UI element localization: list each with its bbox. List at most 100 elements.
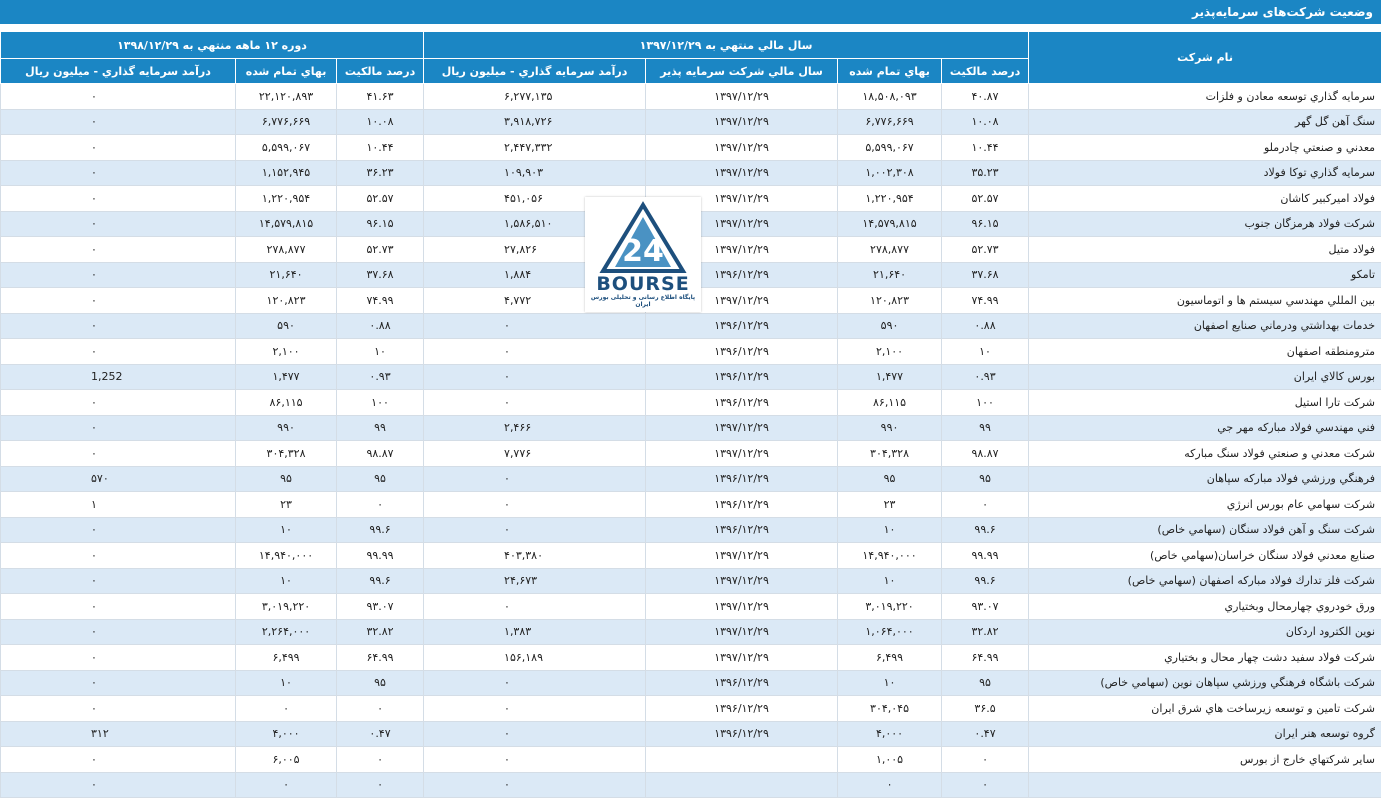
company-name-cell: سرمايه گذاري توسعه معادن و فلزات (1029, 84, 1381, 110)
income-1398-cell: ۰ (1, 696, 236, 722)
header-group-1398: دوره ۱۲ ماهه منتهي به ۱۳۹۸/۱۲/۲۹ (1, 32, 424, 59)
income-1398-cell: ۰ (1, 262, 236, 288)
cost-1398-cell: ۱۴,۹۴۰,۰۰۰ (236, 543, 337, 569)
company-name-cell: گروه توسعه هنر ايران (1029, 721, 1381, 747)
cost-1397-cell: ۳۰۴,۳۲۸ (838, 441, 942, 467)
income-1398-cell: ۰ (1, 160, 236, 186)
cost-1397-cell: ۱,۰۰۵ (838, 747, 942, 773)
table-row: صنايع معدني فولاد سنگان خراسان(سهامي خاص… (1, 543, 1381, 569)
company-name-cell: مترومنطقه اصفهان (1029, 339, 1381, 365)
cost-1397-cell: ۱,۰۶۴,۰۰۰ (838, 619, 942, 645)
income-1398-cell: ۰ (1, 390, 236, 416)
ownership-1397-cell: ۳۵.۲۳ (942, 160, 1029, 186)
ownership-1397-cell: ۴۰.۸۷ (942, 84, 1029, 110)
table-row: شركت باشگاه فرهنگي ورزشي سپاهان نوين (سه… (1, 670, 1381, 696)
income-1397-cell: ۲۴,۶۷۳ (424, 568, 646, 594)
ownership-1398-cell: ۱۰۰ (337, 390, 424, 416)
income-1398-cell: ۰ (1, 211, 236, 237)
header-ownership-1398: درصد مالكيت (337, 59, 424, 84)
cost-1397-cell: ۲۱,۶۴۰ (838, 262, 942, 288)
ownership-1397-cell: ۳۷.۶۸ (942, 262, 1029, 288)
ownership-1398-cell: ۰.۹۳ (337, 364, 424, 390)
ownership-1398-cell: ۹۵ (337, 466, 424, 492)
cost-1397-cell: ۸۶,۱۱۵ (838, 390, 942, 416)
ownership-1397-cell: ۹۹ (942, 415, 1029, 441)
income-1397-cell: ۰ (424, 313, 646, 339)
income-1397-cell: ۰ (424, 466, 646, 492)
fiscal-year-cell: ۱۳۹۷/۱۲/۲۹ (646, 645, 838, 671)
company-name-cell: معدني و صنعتي چادرملو (1029, 135, 1381, 161)
fiscal-year-cell: ۱۳۹۶/۱۲/۲۹ (646, 517, 838, 543)
income-1398-cell: ۰ (1, 645, 236, 671)
income-1397-cell: ۱۵۶,۱۸۹ (424, 645, 646, 671)
company-name-cell: تامكو (1029, 262, 1381, 288)
cost-1397-cell: ۹۹۰ (838, 415, 942, 441)
logo-number: 24 (622, 234, 664, 269)
cost-1398-cell: ۱,۲۲۰,۹۵۴ (236, 186, 337, 212)
company-name-cell: بورس كالاي ايران (1029, 364, 1381, 390)
cost-1398-cell: ۲۱,۶۴۰ (236, 262, 337, 288)
company-name-cell: خدمات بهداشتي ودرماني صنايع اصفهان (1029, 313, 1381, 339)
fiscal-year-cell: ۱۳۹۷/۱۲/۲۹ (646, 135, 838, 161)
logo-mark-icon: 24 (585, 197, 701, 277)
ownership-1398-cell: ۰ (337, 747, 424, 773)
ownership-1397-cell: ۰ (942, 747, 1029, 773)
cost-1397-cell: ۲۳ (838, 492, 942, 518)
ownership-1398-cell: ۹۹.۹۹ (337, 543, 424, 569)
income-1397-cell: ۱۰۹,۹۰۳ (424, 160, 646, 186)
income-1397-cell: ۰ (424, 339, 646, 365)
company-name-cell: نوين الكترود اردكان (1029, 619, 1381, 645)
cost-1398-cell: ۲,۲۶۴,۰۰۰ (236, 619, 337, 645)
cost-1398-cell: ۱۰ (236, 568, 337, 594)
income-1397-cell: ۰ (424, 390, 646, 416)
company-name-cell: فولاد متيل (1029, 237, 1381, 263)
income-1398-cell: ۰ (1, 619, 236, 645)
company-name-cell: ساير شركتهاي خارج از بورس (1029, 747, 1381, 773)
ownership-1397-cell: ۵۲.۵۷ (942, 186, 1029, 212)
ownership-1398-cell: ۶۴.۹۹ (337, 645, 424, 671)
company-name-cell: شركت باشگاه فرهنگي ورزشي سپاهان نوين (سه… (1029, 670, 1381, 696)
cost-1398-cell: ۶,۴۹۹ (236, 645, 337, 671)
company-name-cell: سرمايه گذاري توكا فولاد (1029, 160, 1381, 186)
cost-1398-cell: ۸۶,۱۱۵ (236, 390, 337, 416)
income-1398-cell: ۰ (1, 568, 236, 594)
fiscal-year-cell: ۱۳۹۶/۱۲/۲۹ (646, 390, 838, 416)
cost-1397-cell: ۱,۰۰۲,۳۰۸ (838, 160, 942, 186)
cost-1397-cell: ۳,۰۱۹,۲۲۰ (838, 594, 942, 620)
header-ownership-1397: درصد مالكيت (942, 59, 1029, 84)
income-1398-cell: ۰ (1, 339, 236, 365)
ownership-1398-cell: ۴۱.۶۳ (337, 84, 424, 110)
company-name-cell: شركت فلز تدارك فولاد مباركه اصفهان (سهام… (1029, 568, 1381, 594)
cost-1397-cell: ۱۰ (838, 517, 942, 543)
company-name-cell: صنايع معدني فولاد سنگان خراسان(سهامي خاص… (1029, 543, 1381, 569)
income-1397-cell: ۰ (424, 517, 646, 543)
ownership-1397-cell: ۱۰۰ (942, 390, 1029, 416)
ownership-1397-cell: ۹۳.۰۷ (942, 594, 1029, 620)
fiscal-year-cell: ۱۳۹۷/۱۲/۲۹ (646, 160, 838, 186)
cost-1398-cell: ۱۴,۵۷۹,۸۱۵ (236, 211, 337, 237)
header-income-1398: درآمد سرمايه گذاري - ميليون ريال (1, 59, 236, 84)
cost-1397-cell: ۳۰۴,۰۴۵ (838, 696, 942, 722)
ownership-1398-cell: ۹۹ (337, 415, 424, 441)
income-1397-cell: ۰ (424, 696, 646, 722)
company-name-cell: شركت سهامي عام بورس انرژي (1029, 492, 1381, 518)
ownership-1398-cell: ۱۰.۴۴ (337, 135, 424, 161)
table-row: شركت فلز تدارك فولاد مباركه اصفهان (سهام… (1, 568, 1381, 594)
ownership-1398-cell: ۳۷.۶۸ (337, 262, 424, 288)
fiscal-year-cell: ۱۳۹۶/۱۲/۲۹ (646, 721, 838, 747)
income-1398-cell: ۰ (1, 84, 236, 110)
fiscal-year-cell: ۱۳۹۷/۱۲/۲۹ (646, 441, 838, 467)
cost-1397-cell: ۲۷۸,۸۷۷ (838, 237, 942, 263)
header-group-1397: سال مالي منتهي به ۱۳۹۷/۱۲/۲۹ (424, 32, 1029, 59)
income-1398-cell: ۰ (1, 517, 236, 543)
fiscal-year-cell: ۱۳۹۷/۱۲/۲۹ (646, 84, 838, 110)
ownership-1398-cell: ۹۸.۸۷ (337, 441, 424, 467)
company-name-cell: شركت فولاد هرمزگان جنوب (1029, 211, 1381, 237)
income-1398-cell: 1,252 (1, 364, 236, 390)
